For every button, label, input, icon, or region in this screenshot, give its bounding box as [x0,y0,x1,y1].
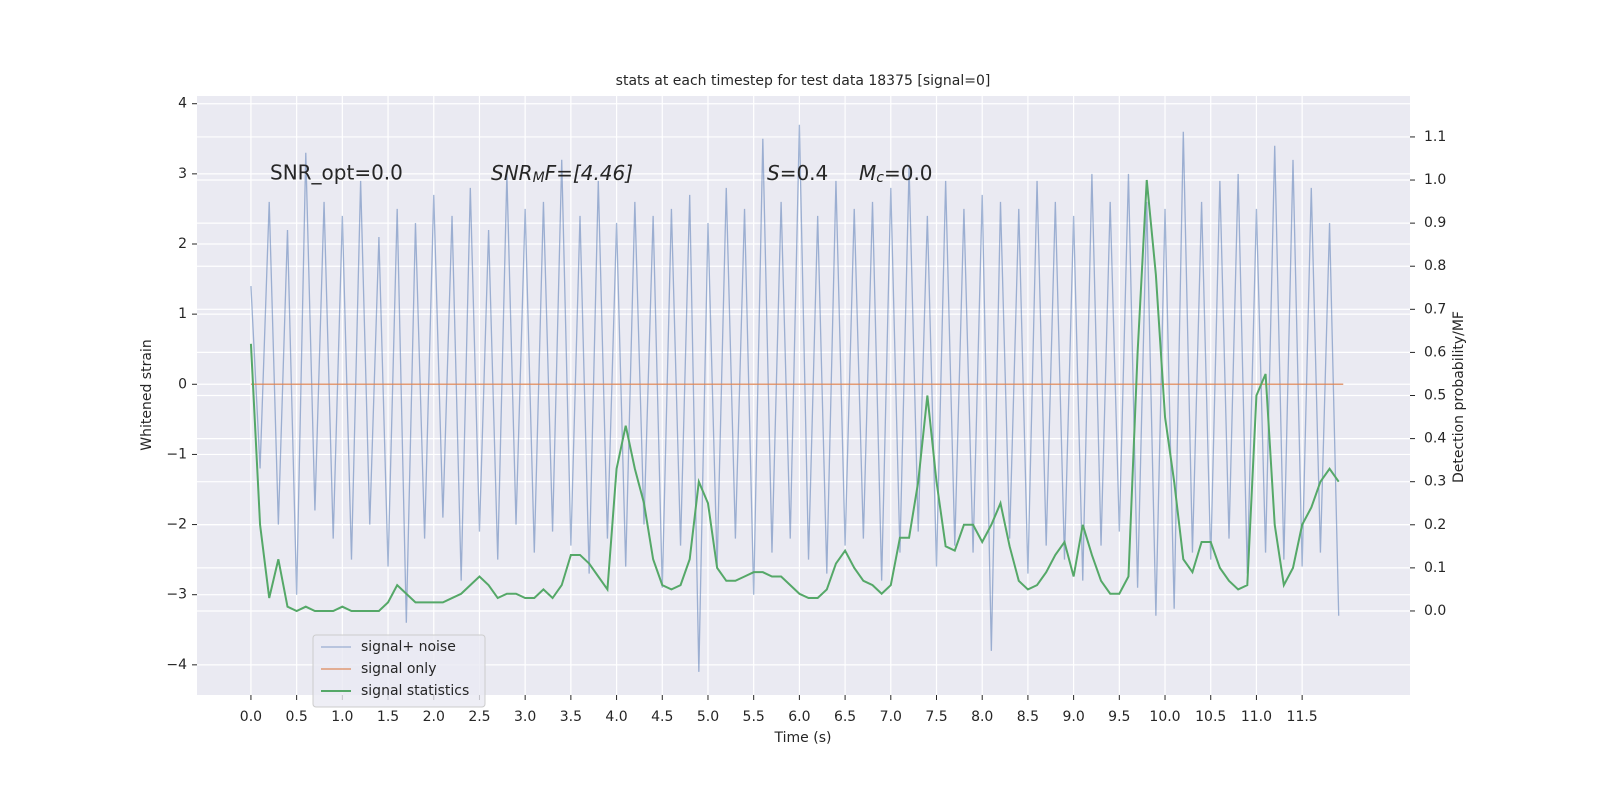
x-tick-label: 1.5 [377,709,399,725]
x-tick-label: 4.0 [605,709,627,725]
y-tick-label: 2 [178,236,187,252]
x-tick-label: 7.5 [925,709,947,725]
x-tick-label: 3.5 [560,709,582,725]
y-axis-label: Whitened strain [139,339,155,450]
annotation: SNRMF=[4.46] [491,161,633,187]
x-tick-label: 0.5 [286,709,308,725]
annotation-part: F=[4.46] [545,161,633,185]
annotation-part: =0.4 [780,161,829,185]
x-tick-label: 7.0 [880,709,902,725]
legend: signal+ noise signal only signal statistic… [312,634,486,708]
x-tick-label: 8.5 [1017,709,1039,725]
x-tick-label: 10.5 [1195,709,1226,725]
y-tick-label: 3 [178,166,187,182]
annotation-sub: M [533,170,545,186]
annotation-part: SNR [491,161,533,185]
x-tick-label: 2.5 [468,709,490,725]
chart-title: stats at each timestep for test data 183… [616,73,991,89]
x-tick-label: 0.0 [240,709,262,725]
series-line [249,179,1340,613]
y-tick-label: 0 [178,376,187,392]
y-tick-label: 1 [178,306,187,322]
y-tick-label: −3 [166,587,187,603]
y-tick-label: −4 [166,657,187,673]
y2-axis-label: Detection probability/MF [1451,311,1467,483]
y2-tick-label: 0.5 [1424,388,1446,404]
x-tick-label: 11.5 [1287,709,1318,725]
x-tick-label: 10.0 [1149,709,1180,725]
y2-tick-label: 0.0 [1424,603,1446,619]
x-axis-label: Time (s) [774,730,832,746]
x-tick-label: 6.0 [788,709,810,725]
annotation: S=0.4 [767,161,828,185]
annotation-part: =0.0 [884,161,933,185]
y2-tick-label: 0.1 [1424,560,1446,576]
annotation-sub: c [876,170,884,186]
y-tick-label: 4 [178,96,187,112]
series-line [250,124,1340,672]
x-tick-label: 3.0 [514,709,536,725]
x-tick-label: 5.5 [743,709,765,725]
y2-tick-label: 0.2 [1424,517,1446,533]
y-tick-label: −2 [166,517,187,533]
x-tick-label: 4.5 [651,709,673,725]
x-tick-label: 1.0 [331,709,353,725]
y-tick-label: −1 [166,446,187,462]
y2-tick-label: 0.3 [1424,474,1446,490]
x-tick-label: 9.5 [1108,709,1130,725]
annotation-part: M [859,161,876,185]
x-tick-label: 11.0 [1241,709,1272,725]
annotation: SNR_opt=0.0 [270,161,403,185]
marks [249,124,1344,672]
x-tick-label: 8.0 [971,709,993,725]
y2-tick-label: 0.7 [1424,301,1446,317]
y2-tick-label: 0.8 [1424,258,1446,274]
y2-tick-label: 0.4 [1424,431,1446,447]
y2-tick-label: 1.0 [1424,172,1446,188]
x-tick-label: 2.0 [423,709,445,725]
x-tick-label: 5.0 [697,709,719,725]
legend-label: signal only [361,661,436,677]
y2-tick-label: 0.6 [1424,344,1446,360]
y2-tick-label: 0.9 [1424,215,1446,231]
annotation: Mc=0.0 [859,161,933,187]
legend-label: signal statistics [361,683,469,699]
legend-box [312,634,486,708]
x-tick-label: 6.5 [834,709,856,725]
annotation-part: S [767,161,780,185]
legend-label: signal+ noise [361,639,456,655]
y2-tick-label: 1.1 [1424,129,1446,145]
x-tick-label: 9.0 [1062,709,1084,725]
